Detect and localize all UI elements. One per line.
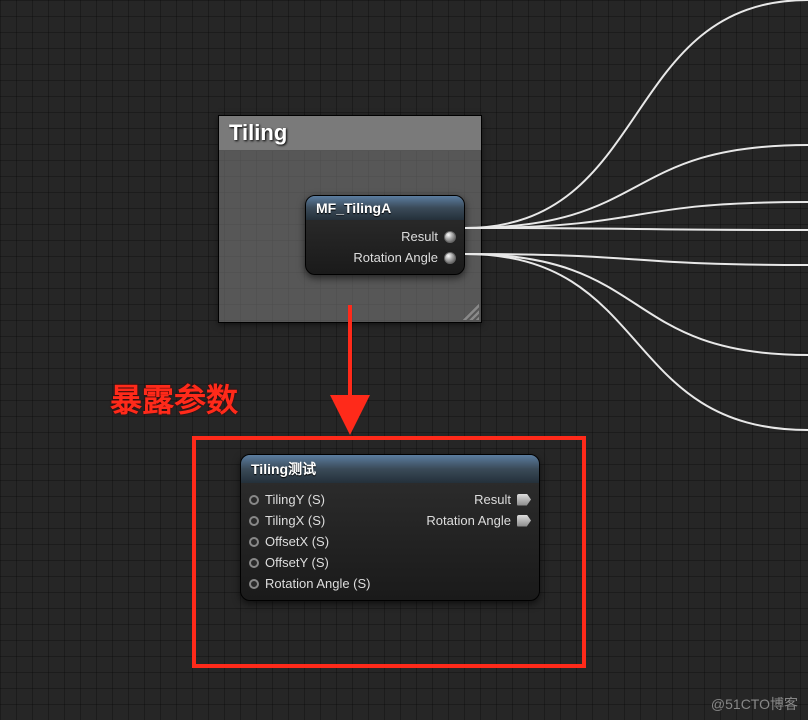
input-pin-offsetx[interactable]: OffsetX (S) [249, 534, 329, 549]
pin-label: Rotation Angle [353, 250, 438, 265]
output-pin-rotation-angle[interactable]: Rotation Angle [353, 250, 456, 265]
output-pin-rotation-angle[interactable]: Rotation Angle [426, 513, 531, 528]
pin-dot-icon [249, 516, 259, 526]
pin-dot-icon [249, 558, 259, 568]
input-pin-tilingx[interactable]: TilingX (S) [249, 513, 325, 528]
pin-label: Result [401, 229, 438, 244]
node-tiling-test[interactable]: Tiling测试 TilingY (S) Result TilingX (S) … [240, 454, 540, 601]
output-pin-result[interactable]: Result [474, 492, 531, 507]
pin-dot-icon [249, 495, 259, 505]
pin-dot-icon [249, 537, 259, 547]
output-pin-result[interactable]: Result [401, 229, 456, 244]
pin-label: OffsetY (S) [265, 555, 329, 570]
pin-label: TilingY (S) [265, 492, 325, 507]
input-pin-rotation-angle[interactable]: Rotation Angle (S) [249, 576, 371, 591]
annotation-label: 暴露参数 [110, 375, 238, 421]
pin-label: TilingX (S) [265, 513, 325, 528]
pin-label: Rotation Angle [426, 513, 511, 528]
pin-label: OffsetX (S) [265, 534, 329, 549]
watermark: @51CTO博客 [711, 694, 798, 714]
pin-dot-icon [444, 231, 456, 243]
pin-label: Result [474, 492, 511, 507]
pin-dot-icon [249, 579, 259, 589]
node-body: TilingY (S) Result TilingX (S) Rotation … [241, 483, 539, 600]
node-header: Tiling测试 [241, 455, 539, 483]
node-body: Result Rotation Angle [306, 220, 464, 274]
input-pin-offsety[interactable]: OffsetY (S) [249, 555, 329, 570]
pin-arrow-icon [517, 515, 531, 527]
node-header: MF_TilingA [306, 196, 464, 220]
pin-arrow-icon [517, 494, 531, 506]
resize-grip-icon[interactable] [463, 304, 479, 320]
pin-dot-icon [444, 252, 456, 264]
pin-label: Rotation Angle (S) [265, 576, 371, 591]
comment-title: Tiling [219, 116, 481, 151]
node-mf-tilinga[interactable]: MF_TilingA Result Rotation Angle [305, 195, 465, 275]
input-pin-tilingy[interactable]: TilingY (S) [249, 492, 325, 507]
